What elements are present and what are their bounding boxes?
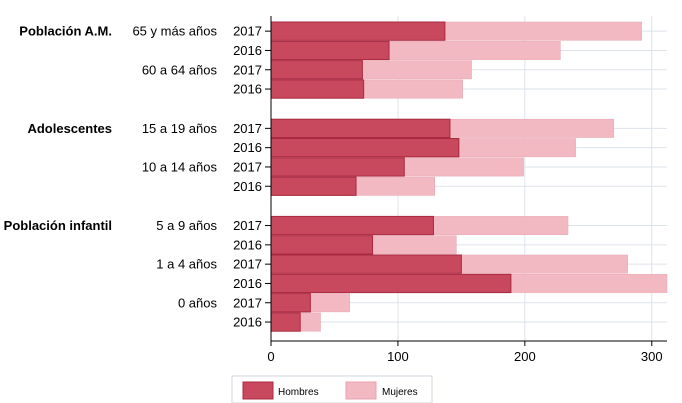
subgroup-label: 5 a 9 años	[156, 218, 217, 233]
legend-swatch-hombres	[242, 381, 274, 400]
bar-hombres	[270, 235, 374, 255]
bar-hombres	[270, 79, 365, 99]
bar-hombres	[270, 157, 405, 177]
bar-mujeres	[388, 41, 561, 60]
bar-hombres	[270, 21, 446, 41]
x-tick-label: 300	[641, 349, 663, 364]
year-label: 2016	[233, 82, 262, 97]
bar-hombres	[270, 293, 311, 313]
bar-mujeres	[461, 254, 628, 274]
year-label: 2016	[233, 237, 262, 252]
year-label: 2017	[233, 295, 262, 310]
bar-hombres	[270, 273, 512, 294]
bar-mujeres	[355, 176, 435, 196]
bar-hombres	[270, 118, 451, 138]
category-labels: 2017 65 y más años Población A.M. 2016 2017 6…	[4, 24, 271, 330]
x-axis: 0 100 200 300	[267, 16, 667, 364]
bar-mujeres	[299, 312, 321, 332]
year-label: 2016	[233, 43, 262, 58]
year-label: 2016	[233, 179, 262, 194]
legend-label-mujeres: Mujeres	[382, 387, 418, 398]
group-label: Población infantil	[4, 218, 112, 233]
bar-mujeres	[310, 293, 350, 313]
subgroup-label: 10 a 14 años	[142, 159, 218, 174]
bar-mujeres	[510, 274, 668, 293]
year-label: 2017	[233, 121, 262, 136]
subgroup-label: 1 a 4 años	[156, 257, 217, 272]
group-label: Adolescentes	[27, 121, 112, 136]
legend-label-hombres: Hombres	[278, 387, 319, 398]
bar-mujeres	[362, 60, 472, 80]
year-label: 2017	[233, 257, 262, 272]
bars	[270, 21, 668, 332]
x-tick-label: 100	[387, 349, 409, 364]
bar-mujeres	[433, 216, 569, 235]
year-label: 2017	[233, 218, 262, 233]
bar-hombres	[270, 215, 434, 236]
bar-mujeres	[372, 235, 457, 255]
bar-mujeres	[363, 79, 463, 99]
year-label: 2017	[233, 24, 262, 39]
year-label: 2017	[233, 62, 262, 77]
subgroup-label: 65 y más años	[132, 24, 217, 39]
group-label: Población A.M.	[19, 24, 112, 39]
subgroup-label: 15 a 19 años	[142, 121, 218, 136]
year-label: 2016	[233, 315, 262, 330]
bar-hombres	[270, 40, 390, 61]
legend: Hombres Mujeres	[231, 375, 433, 403]
bar-mujeres	[458, 138, 576, 158]
year-label: 2017	[233, 159, 262, 174]
bar-hombres	[270, 254, 462, 274]
legend-swatch-mujeres	[345, 381, 377, 400]
bar-hombres	[270, 312, 301, 332]
bar-hombres	[270, 138, 460, 158]
bar-hombres	[270, 60, 363, 80]
year-label: 2016	[233, 276, 262, 291]
x-tick-label: 0	[267, 349, 274, 364]
subgroup-label: 60 a 64 años	[142, 62, 218, 77]
year-label: 2016	[233, 140, 262, 155]
bar-hombres	[270, 176, 357, 196]
bar-mujeres	[404, 157, 524, 177]
subgroup-label: 0 años	[178, 295, 218, 310]
bar-mujeres	[444, 21, 642, 41]
x-tick-label: 200	[514, 349, 536, 364]
bar-mujeres	[449, 118, 614, 138]
